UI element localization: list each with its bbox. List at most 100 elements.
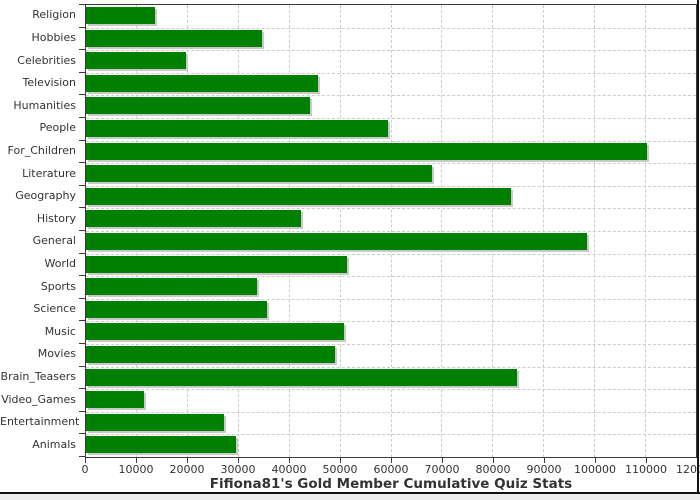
gridline-horizontal — [86, 185, 696, 187]
value-tick — [187, 458, 188, 463]
bar-for_children — [86, 142, 647, 160]
value-tick-label: 10000 — [118, 463, 154, 476]
window-right-edge — [697, 0, 699, 500]
category-label: Hobbies — [31, 30, 76, 44]
category-label: History — [36, 211, 76, 225]
bar-literature — [86, 165, 432, 183]
value-tick — [493, 458, 494, 463]
bar-sports — [86, 278, 258, 296]
gridline-horizontal — [86, 50, 696, 52]
gridline-horizontal — [86, 95, 696, 97]
plot-area — [85, 4, 697, 458]
category-label: World — [44, 256, 76, 270]
value-tick — [136, 458, 137, 463]
bar-general — [86, 233, 588, 250]
gridline-horizontal — [86, 411, 696, 413]
category-tick — [79, 343, 85, 344]
category-tick — [79, 230, 85, 231]
value-tick — [238, 458, 239, 463]
gridline-horizontal — [86, 208, 696, 210]
category-tick — [79, 117, 85, 118]
gridline-horizontal — [86, 366, 696, 368]
category-tick — [79, 184, 85, 186]
category-label: Video_Games — [1, 392, 76, 406]
category-tick — [79, 162, 85, 164]
gridline-horizontal — [86, 389, 696, 391]
gridline-horizontal — [86, 163, 696, 165]
category-label: Celebrities — [17, 53, 76, 67]
category-label: Movies — [37, 347, 76, 361]
gridline-horizontal — [86, 72, 696, 74]
bar-entertainment — [86, 413, 224, 431]
value-tick — [85, 458, 86, 463]
bar-movies — [86, 346, 336, 363]
category-tick — [79, 71, 85, 73]
gridline-horizontal — [86, 276, 696, 278]
bar-world — [86, 255, 348, 273]
gridline-horizontal — [86, 118, 696, 119]
category-tick — [79, 4, 85, 5]
value-tick-label: 30000 — [220, 463, 256, 476]
category-tick — [79, 297, 85, 299]
category-label: Sports — [40, 279, 76, 293]
category-tick — [79, 49, 85, 51]
category-tick — [79, 94, 85, 96]
value-tick-label: 20000 — [169, 463, 205, 476]
value-tick-label: 90000 — [526, 463, 562, 476]
window-bottom-edge — [0, 492, 700, 500]
bar-video_games — [86, 391, 144, 409]
value-tick-label: 40000 — [271, 463, 307, 476]
category-tick — [79, 456, 85, 457]
value-tick-label: 120000 — [676, 463, 700, 476]
gridline-horizontal — [86, 434, 696, 436]
bar-animals — [86, 436, 237, 454]
category-label: People — [39, 121, 76, 135]
bar-celebrities — [86, 52, 186, 70]
category-tick — [79, 433, 85, 435]
bar-religion — [86, 7, 155, 24]
category-label: Television — [22, 76, 77, 90]
value-tick — [646, 458, 647, 463]
gridline-horizontal — [86, 140, 696, 142]
value-tick — [340, 458, 341, 463]
value-tick-label: 80000 — [475, 463, 511, 476]
value-tick — [595, 458, 596, 463]
category-tick — [79, 252, 85, 254]
category-label: Humanities — [13, 98, 76, 112]
bar-history — [86, 210, 301, 228]
category-label: Entertainment — [0, 415, 80, 429]
value-tick-label: 60000 — [373, 463, 409, 476]
gridline-horizontal — [86, 321, 696, 323]
category-label: Geography — [15, 189, 76, 203]
category-label: Literature — [22, 166, 76, 180]
category-tick — [79, 320, 85, 322]
value-tick — [289, 458, 290, 463]
gridline-horizontal — [86, 253, 696, 255]
bar-television — [86, 74, 319, 92]
category-tick — [79, 410, 85, 412]
category-label: Animals — [32, 437, 76, 451]
bar-geography — [86, 187, 512, 205]
bar-brain_teasers — [86, 368, 517, 386]
value-tick — [544, 458, 545, 463]
category-label: Religion — [32, 8, 76, 22]
bar-hobbies — [86, 29, 263, 47]
value-tick-label: 70000 — [424, 463, 460, 476]
gridline-horizontal — [86, 231, 696, 232]
value-tick — [391, 458, 392, 463]
value-tick — [442, 458, 443, 463]
category-tick — [79, 275, 85, 277]
chart-title: Fifiona81's Gold Member Cumulative Quiz … — [209, 476, 573, 492]
category-tick — [79, 139, 85, 141]
gridline-horizontal — [86, 344, 696, 345]
category-label: Science — [33, 302, 76, 316]
category-label: For_Children — [7, 143, 76, 157]
value-tick-label: 0 — [81, 463, 89, 476]
category-label: General — [32, 234, 76, 248]
value-tick-label: 50000 — [322, 463, 358, 476]
bar-science — [86, 300, 268, 318]
category-label: Brain_Teasers — [0, 369, 76, 383]
category-tick — [79, 365, 85, 367]
bar-music — [86, 323, 345, 341]
